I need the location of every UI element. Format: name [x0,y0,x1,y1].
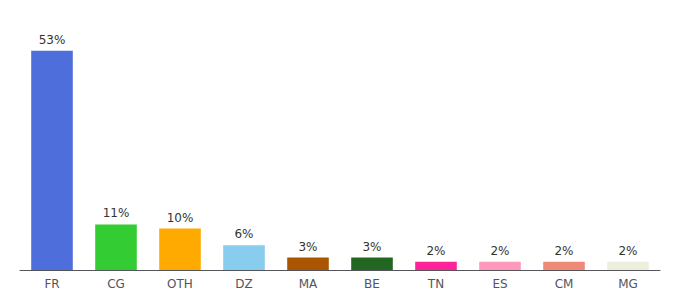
svg-text:FR: FR [44,277,59,291]
svg-text:2%: 2% [426,244,445,258]
svg-text:BE: BE [364,277,380,291]
svg-text:3%: 3% [362,240,381,254]
svg-text:2%: 2% [618,244,637,258]
svg-text:DZ: DZ [235,277,252,291]
svg-text:MG: MG [618,277,638,291]
svg-text:10%: 10% [167,211,194,225]
svg-text:TN: TN [427,277,444,291]
svg-text:2%: 2% [554,244,573,258]
svg-text:11%: 11% [103,206,130,220]
svg-text:3%: 3% [298,240,317,254]
svg-text:CM: CM [555,277,574,291]
svg-text:53%: 53% [39,33,66,47]
svg-text:CG: CG [107,277,125,291]
svg-text:6%: 6% [234,227,253,241]
svg-text:MA: MA [299,277,318,291]
svg-text:OTH: OTH [167,277,193,291]
svg-text:ES: ES [492,277,507,291]
svg-text:2%: 2% [490,244,509,258]
